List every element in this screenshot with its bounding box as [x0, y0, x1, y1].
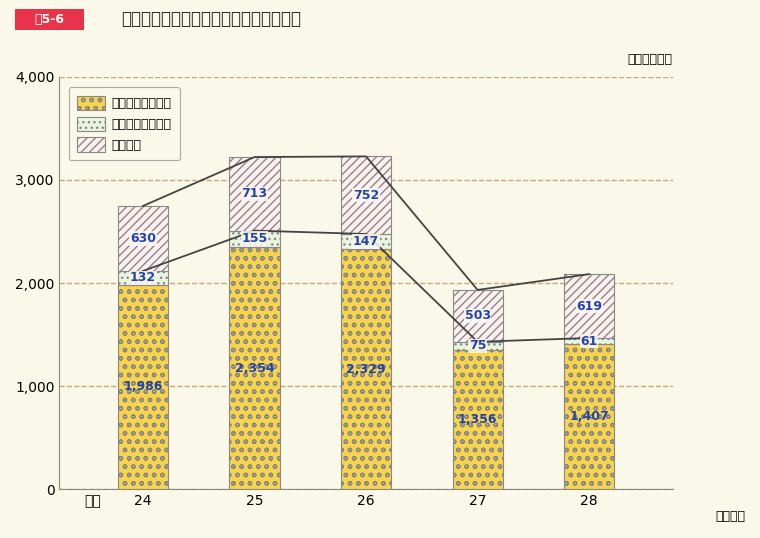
Bar	[341, 157, 391, 234]
Bar	[564, 274, 614, 338]
Text: 1,407: 1,407	[569, 410, 609, 423]
Bar	[452, 342, 502, 350]
Bar	[230, 246, 280, 490]
FancyBboxPatch shape	[12, 8, 87, 31]
Text: 132: 132	[130, 271, 156, 284]
Bar	[230, 157, 280, 231]
Bar	[564, 344, 614, 490]
Text: 155: 155	[242, 232, 268, 245]
Text: 75: 75	[469, 339, 486, 352]
Text: （単位：件）: （単位：件）	[628, 53, 673, 66]
Bar	[452, 350, 502, 490]
Bar	[341, 234, 391, 249]
Bar	[118, 271, 168, 285]
Legend: 公務災害（負傖）, 公務災害（疾病）, 通勤災害: 公務災害（負傖）, 公務災害（疾病）, 通勤災害	[68, 87, 180, 160]
Text: 図5-6: 図5-6	[34, 13, 65, 26]
Bar	[452, 290, 502, 342]
Text: 1,986: 1,986	[123, 380, 163, 393]
Bar	[118, 206, 168, 271]
Text: 713: 713	[242, 187, 268, 200]
Text: 1,356: 1,356	[458, 413, 497, 426]
Bar	[564, 338, 614, 344]
Bar	[230, 231, 280, 246]
Text: 61: 61	[581, 335, 598, 348]
Text: 公務災害及び通勤災害の認定件数の推移: 公務災害及び通勤災害の認定件数の推移	[122, 10, 302, 28]
Bar	[118, 285, 168, 490]
Text: 752: 752	[353, 189, 379, 202]
Text: 2,354: 2,354	[235, 362, 274, 374]
Text: 619: 619	[576, 300, 602, 313]
Text: （年度）: （年度）	[715, 510, 745, 523]
Text: 503: 503	[464, 309, 491, 322]
Text: 2,329: 2,329	[347, 363, 386, 376]
Bar	[341, 249, 391, 490]
Text: 630: 630	[130, 232, 156, 245]
Text: 147: 147	[353, 235, 379, 248]
